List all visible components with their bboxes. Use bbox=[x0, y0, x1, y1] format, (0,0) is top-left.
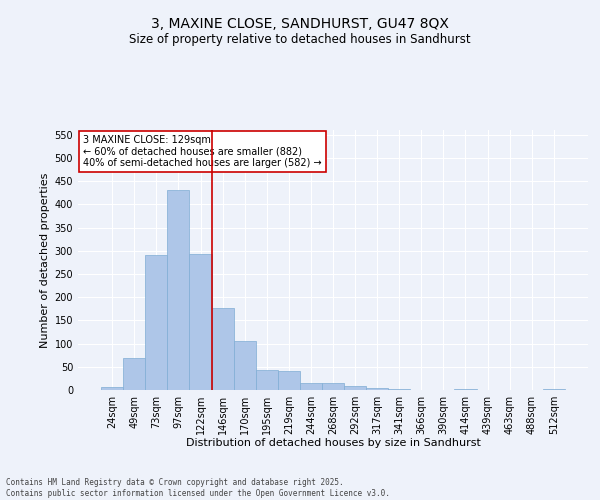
Bar bbox=[233, 341, 256, 390]
Bar bbox=[145, 256, 167, 390]
Bar bbox=[256, 370, 278, 390]
Bar bbox=[123, 358, 145, 390]
Bar bbox=[366, 388, 388, 390]
X-axis label: Distribution of detached houses by size in Sandhurst: Distribution of detached houses by size … bbox=[185, 438, 481, 448]
Bar bbox=[101, 387, 123, 390]
Text: 3 MAXINE CLOSE: 129sqm
← 60% of detached houses are smaller (882)
40% of semi-de: 3 MAXINE CLOSE: 129sqm ← 60% of detached… bbox=[83, 135, 322, 168]
Y-axis label: Number of detached properties: Number of detached properties bbox=[40, 172, 50, 348]
Bar bbox=[278, 372, 300, 390]
Bar bbox=[454, 388, 476, 390]
Bar bbox=[543, 388, 565, 390]
Bar bbox=[388, 388, 410, 390]
Bar bbox=[322, 383, 344, 390]
Bar bbox=[344, 386, 366, 390]
Text: 3, MAXINE CLOSE, SANDHURST, GU47 8QX: 3, MAXINE CLOSE, SANDHURST, GU47 8QX bbox=[151, 18, 449, 32]
Bar bbox=[190, 254, 212, 390]
Text: Size of property relative to detached houses in Sandhurst: Size of property relative to detached ho… bbox=[129, 32, 471, 46]
Text: Contains HM Land Registry data © Crown copyright and database right 2025.
Contai: Contains HM Land Registry data © Crown c… bbox=[6, 478, 390, 498]
Bar bbox=[167, 190, 190, 390]
Bar bbox=[300, 383, 322, 390]
Bar bbox=[212, 308, 233, 390]
